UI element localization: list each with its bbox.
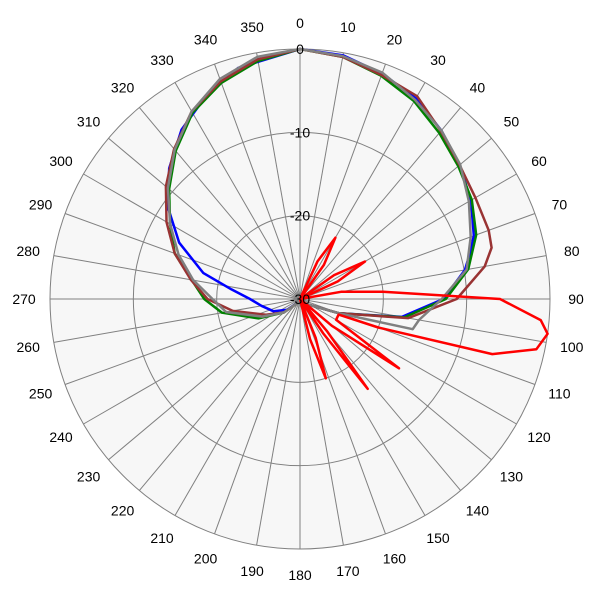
angular-gridline bbox=[64, 213, 301, 300]
angular-gridline bbox=[256, 298, 301, 546]
angle-tick-label: 240 bbox=[49, 429, 73, 445]
angle-tick-label: 10 bbox=[340, 19, 356, 35]
angle-tick-label: 210 bbox=[150, 530, 174, 546]
angular-gridline bbox=[299, 298, 547, 343]
angle-tick-label: 170 bbox=[336, 563, 360, 579]
angular-gridline bbox=[299, 173, 517, 300]
angular-gridline bbox=[108, 298, 301, 461]
radial-tick-label: -30 bbox=[290, 291, 310, 307]
angular-gridline bbox=[299, 63, 386, 300]
angle-tick-label: 90 bbox=[568, 291, 584, 307]
angle-tick-label: 120 bbox=[527, 429, 551, 445]
angle-tick-label: 50 bbox=[504, 114, 520, 130]
angular-gridline bbox=[174, 298, 301, 516]
label-layer: 0 10 20 30 40 50 60 70 80 90 100 110 120 130 140 150 160… bbox=[12, 15, 584, 583]
angle-tick-label: 320 bbox=[111, 80, 135, 96]
angular-gridline bbox=[53, 255, 301, 300]
angle-tick-label: 140 bbox=[466, 502, 490, 518]
angular-gridline bbox=[83, 298, 301, 425]
angle-tick-label: 340 bbox=[194, 32, 218, 48]
angle-tick-label: 300 bbox=[49, 153, 73, 169]
angle-tick-label: 230 bbox=[77, 468, 101, 484]
angle-tick-label: 30 bbox=[430, 52, 446, 68]
angular-gridline bbox=[299, 298, 426, 516]
angular-gridline bbox=[299, 213, 536, 300]
series-layer bbox=[164, 47, 549, 391]
angle-tick-label: 330 bbox=[150, 52, 174, 68]
angle-tick-label: 0 bbox=[296, 15, 304, 31]
angular-gridline bbox=[299, 298, 344, 546]
angle-tick-label: 290 bbox=[29, 197, 53, 213]
angular-gridline bbox=[299, 107, 462, 300]
angle-tick-label: 220 bbox=[111, 502, 135, 518]
angle-tick-label: 310 bbox=[77, 114, 101, 130]
angle-tick-label: 200 bbox=[194, 550, 218, 566]
angle-tick-label: 350 bbox=[240, 19, 264, 35]
radial-tick-label: 0 bbox=[296, 41, 304, 57]
angle-tick-label: 80 bbox=[564, 243, 580, 259]
angular-gridline bbox=[53, 298, 301, 343]
angle-tick-label: 20 bbox=[387, 32, 403, 48]
angular-gridline bbox=[174, 82, 301, 300]
angle-tick-label: 180 bbox=[288, 567, 312, 583]
angle-tick-label: 110 bbox=[548, 385, 571, 401]
angular-gridline bbox=[299, 298, 386, 535]
angle-tick-label: 280 bbox=[17, 243, 41, 259]
angle-tick-label: 160 bbox=[383, 550, 407, 566]
angle-tick-label: 60 bbox=[531, 153, 547, 169]
angular-gridline bbox=[83, 173, 301, 300]
angle-tick-label: 150 bbox=[426, 530, 450, 546]
angle-tick-label: 260 bbox=[17, 339, 41, 355]
angular-gridline bbox=[299, 82, 426, 300]
angle-tick-label: 190 bbox=[240, 563, 264, 579]
series-line-5 bbox=[298, 236, 549, 391]
radial-tick-label: -10 bbox=[290, 124, 310, 140]
angular-gridline bbox=[214, 298, 301, 535]
angle-tick-label: 100 bbox=[560, 339, 584, 355]
angular-gridline bbox=[256, 52, 301, 300]
angular-gridline bbox=[138, 298, 301, 491]
angle-tick-label: 270 bbox=[12, 291, 36, 307]
angle-tick-label: 130 bbox=[500, 468, 524, 484]
angle-tick-label: 250 bbox=[29, 385, 53, 401]
angle-tick-label: 70 bbox=[552, 197, 568, 213]
angular-gridline bbox=[108, 137, 301, 300]
angular-gridline bbox=[214, 63, 301, 300]
angle-tick-label: 40 bbox=[470, 80, 486, 96]
angular-gridline bbox=[138, 107, 301, 300]
angular-gridline bbox=[299, 52, 344, 300]
radial-tick-label: -20 bbox=[290, 208, 310, 224]
